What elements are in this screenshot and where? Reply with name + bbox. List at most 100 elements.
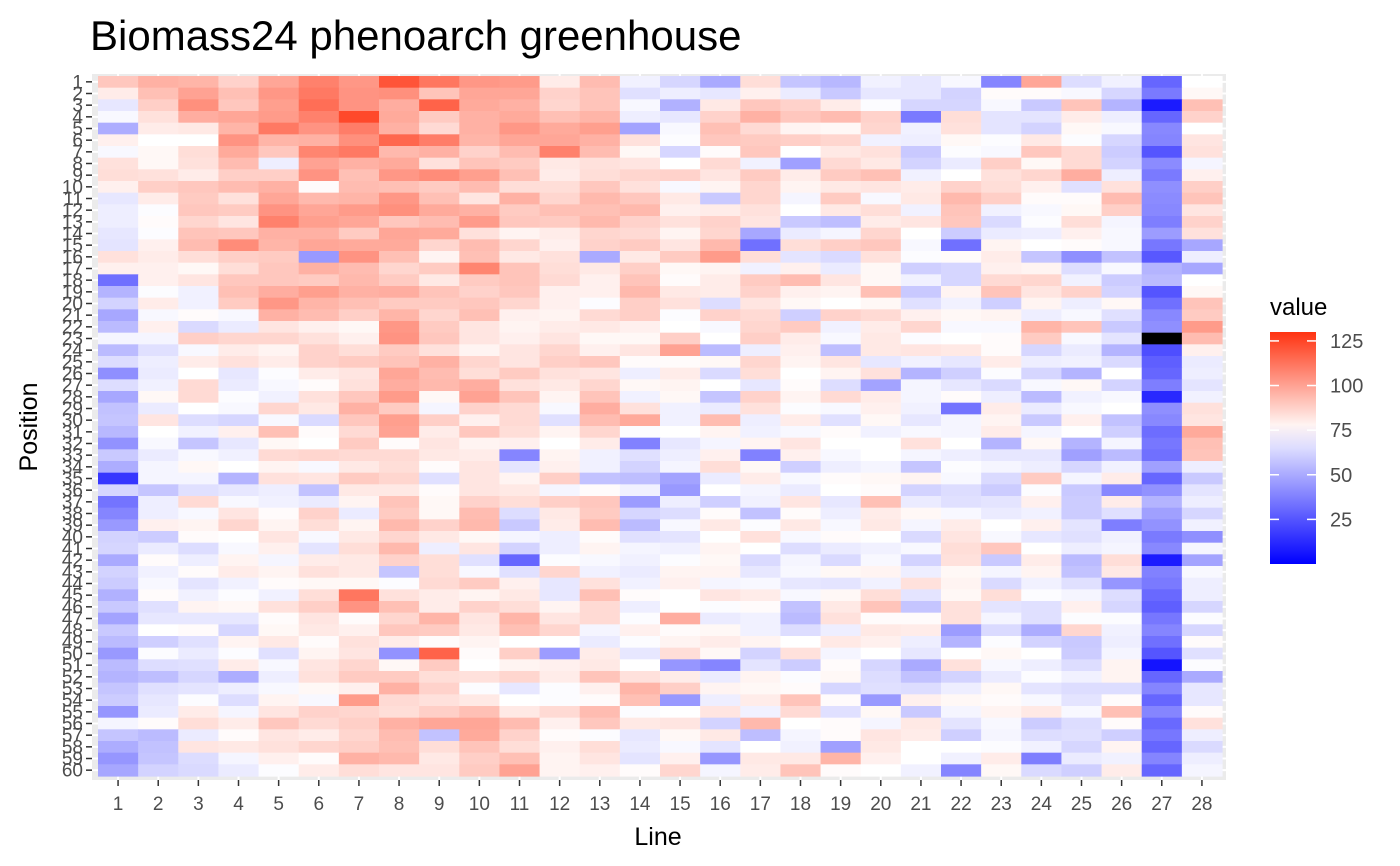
heatmap-cell [1181,76,1223,89]
heatmap-cell [499,566,541,579]
heatmap-cell [941,507,982,520]
heatmap-cell [499,391,541,404]
heatmap-cell [579,204,621,217]
heatmap-cell [820,379,862,392]
heatmap-cell [1061,566,1103,579]
heatmap-cell [178,706,220,719]
heatmap-cell [740,76,782,89]
heatmap-cell [419,437,460,450]
heatmap-cell [1101,192,1143,205]
heatmap-cell [740,122,782,135]
heatmap-cell [780,741,822,754]
heatmap-cell [138,519,179,532]
heatmap-cell [820,566,862,579]
heatmap-cell [338,659,380,672]
heatmap-cell [740,181,782,194]
heatmap-cell [981,146,1022,159]
heatmap-cell [1061,344,1103,357]
heatmap-cell [98,391,139,404]
heatmap-cell [218,554,260,567]
heatmap-cell [579,274,621,287]
heatmap-cell [1101,612,1143,625]
heatmap-cell [218,356,260,369]
heatmap-cell [1141,146,1183,159]
heatmap-cell [338,216,380,229]
heatmap-cell [379,181,420,194]
heatmap-cell [258,251,300,264]
heatmap-cell [138,461,179,474]
heatmap-cell [1141,379,1183,392]
heatmap-cell [941,484,982,497]
heatmap-cell [579,659,621,672]
heatmap-cell [660,752,701,765]
heatmap-cell [338,274,380,287]
heatmap-cell [820,76,862,89]
heatmap-cell [619,239,661,252]
heatmap-cell [258,531,300,544]
heatmap-cell [98,566,139,579]
heatmap-cell [539,344,581,357]
x-tick-label: 27 [1151,794,1172,815]
y-tick-label: 41 [62,539,83,560]
heatmap-cell [98,741,139,754]
heatmap-cell [1101,157,1143,170]
y-tick-label: 43 [62,562,83,583]
heatmap-cell [900,589,942,602]
heatmap-cell [459,216,501,229]
heatmap-cell [619,542,661,555]
heatmap-cell [258,752,300,765]
heatmap-cell [298,321,340,334]
heatmap-cell [1101,87,1143,100]
heatmap-cell [700,262,741,275]
heatmap-cell [740,239,782,252]
heatmap-cell [98,157,139,170]
heatmap-cell [579,111,621,124]
heatmap-cell [941,636,982,649]
y-tick-label: 12 [62,201,83,222]
heatmap-cell [1181,519,1223,532]
heatmap-cell [419,764,460,777]
heatmap-cell [218,519,260,532]
heatmap-cell [1021,449,1063,462]
heatmap-cell [780,367,822,380]
heatmap-cell [1101,461,1143,474]
heatmap-cell [700,472,741,485]
heatmap-cell [539,414,581,427]
heatmap-cell [419,262,460,275]
heatmap-cell [138,659,179,672]
heatmap-cell [820,577,862,590]
heatmap-cell [860,647,902,660]
heatmap-cell [1101,449,1143,462]
heatmap-cell [900,577,942,590]
heatmap-cell [459,507,501,520]
heatmap-cell [419,99,460,112]
heatmap-cell [539,181,581,194]
heatmap-cell [98,507,139,520]
heatmap-cell [499,589,541,602]
heatmap-cell [379,577,420,590]
heatmap-cell [338,192,380,205]
heatmap-cell [258,204,300,217]
heatmap-cell [138,169,179,182]
heatmap-cell [539,636,581,649]
heatmap-cell [740,332,782,345]
heatmap-cell [1021,636,1063,649]
heatmap-cell [1061,671,1103,684]
heatmap-cell [900,274,942,287]
heatmap-cell [1141,577,1183,590]
heatmap-cell [298,542,340,555]
heatmap-cell [780,624,822,637]
heatmap-cell [338,741,380,754]
heatmap-cell [379,717,420,730]
heatmap-cell [1021,437,1063,450]
heatmap-cell [900,554,942,567]
heatmap-cell [138,192,179,205]
heatmap-cell [860,519,902,532]
heatmap-cell [178,542,220,555]
heatmap-cell [459,309,501,322]
heatmap-cell [98,659,139,672]
heatmap-cell [379,76,420,89]
heatmap-cell [700,402,741,415]
legend-tick-label: 50 [1330,465,1352,487]
heatmap-cell [379,169,420,182]
